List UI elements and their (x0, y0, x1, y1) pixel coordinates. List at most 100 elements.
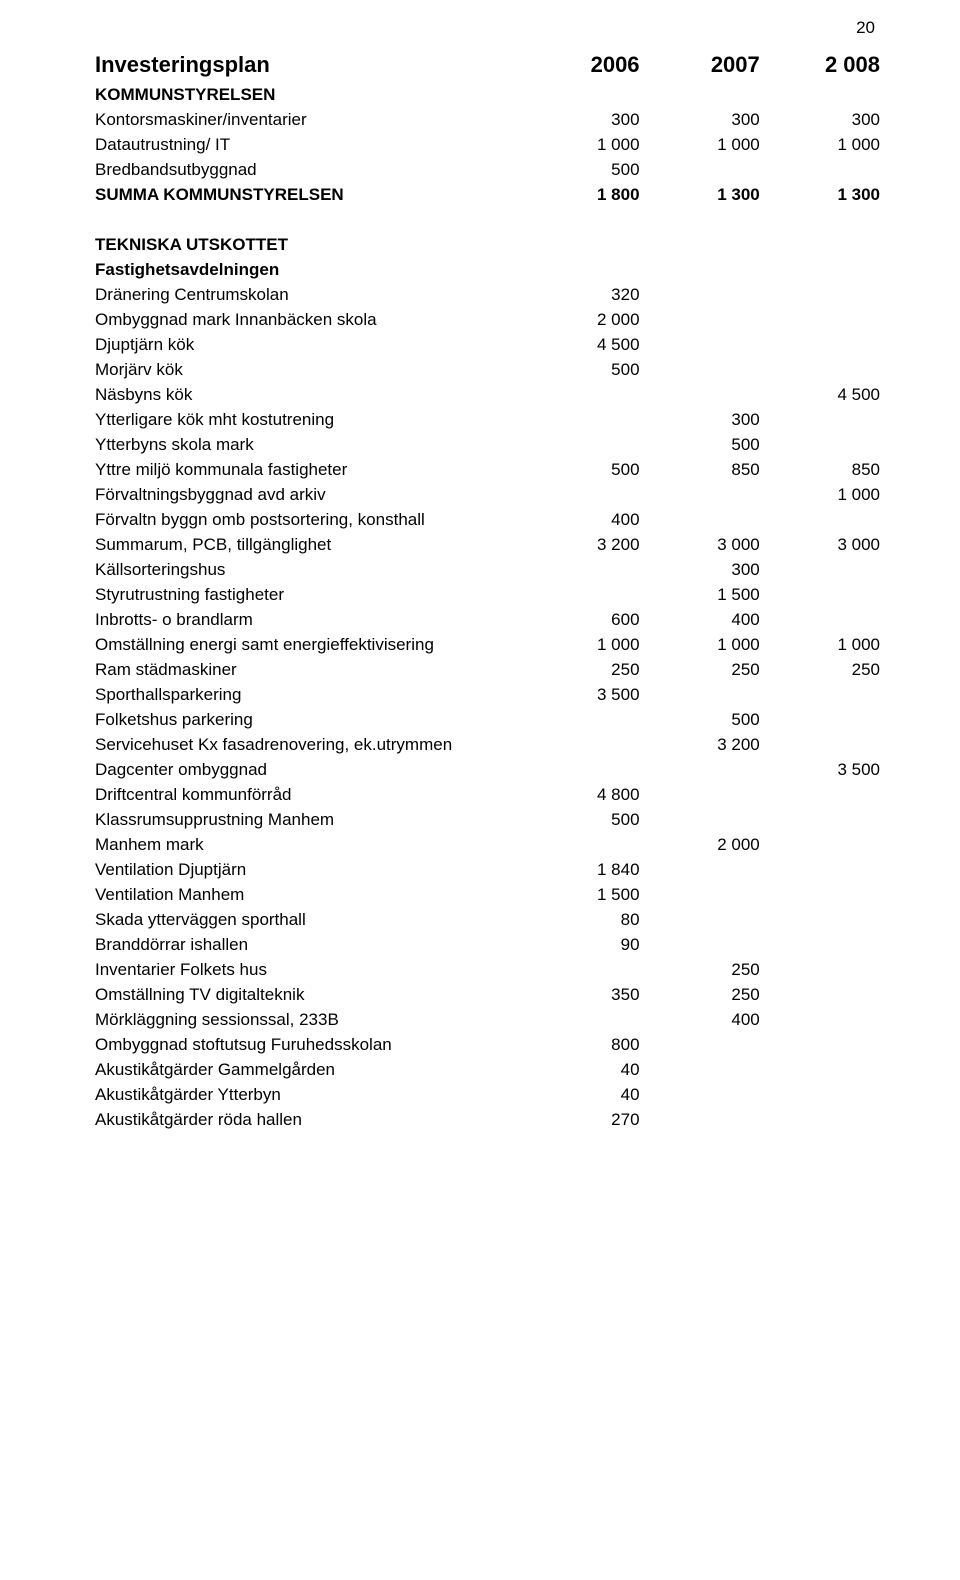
row-value: 250 (519, 657, 639, 682)
row-value (640, 257, 760, 282)
row-value: 800 (519, 1032, 639, 1057)
row-value (519, 757, 639, 782)
table-row: Kontorsmaskiner/inventarier300300300 (95, 107, 880, 132)
row-label: Förvaltningsbyggnad avd arkiv (95, 482, 519, 507)
table-row: Ventilation Manhem1 500 (95, 882, 880, 907)
row-value (519, 732, 639, 757)
table-row: Folketshus parkering500 (95, 707, 880, 732)
table-row: Fastighetsavdelningen (95, 257, 880, 282)
table-row: Servicehuset Kx fasadrenovering, ek.utry… (95, 732, 880, 757)
row-label: Kontorsmaskiner/inventarier (95, 107, 519, 132)
row-value (760, 507, 880, 532)
row-value: 300 (519, 107, 639, 132)
row-value: 850 (760, 457, 880, 482)
row-label: Folketshus parkering (95, 707, 519, 732)
row-value (760, 782, 880, 807)
row-value (760, 407, 880, 432)
row-label: Morjärv kök (95, 357, 519, 382)
table-row: Ombyggnad stoftutsug Furuhedsskolan800 (95, 1032, 880, 1057)
row-value (640, 357, 760, 382)
table-row: Förvaltn byggn omb postsortering, konsth… (95, 507, 880, 532)
row-label: Bredbandsutbyggnad (95, 157, 519, 182)
row-value (640, 232, 760, 257)
row-label: Näsbyns kök (95, 382, 519, 407)
row-value (519, 832, 639, 857)
row-label: Branddörrar ishallen (95, 932, 519, 957)
row-value (640, 1107, 760, 1132)
row-value: 270 (519, 1107, 639, 1132)
row-value (760, 582, 880, 607)
row-value (519, 382, 639, 407)
row-value: 300 (640, 407, 760, 432)
row-value: 2006 (519, 30, 639, 82)
row-value: 500 (519, 357, 639, 382)
row-value (760, 1082, 880, 1107)
table-row: Sporthallsparkering3 500 (95, 682, 880, 707)
row-value (760, 832, 880, 857)
row-label: Ombyggnad stoftutsug Furuhedsskolan (95, 1032, 519, 1057)
row-value: 1 000 (760, 632, 880, 657)
row-value: 500 (519, 157, 639, 182)
row-value (640, 782, 760, 807)
row-label: SUMMA KOMMUNSTYRELSEN (95, 182, 519, 207)
row-value: 1 000 (760, 482, 880, 507)
table-row: Yttre miljö kommunala fastigheter5008508… (95, 457, 880, 482)
table-row: Branddörrar ishallen90 (95, 932, 880, 957)
row-value: 1 500 (640, 582, 760, 607)
row-value: 250 (760, 657, 880, 682)
row-label: Ytterligare kök mht kostutrening (95, 407, 519, 432)
row-label: Fastighetsavdelningen (95, 257, 519, 282)
row-label: Akustikåtgärder Gammelgården (95, 1057, 519, 1082)
table-row: Akustikåtgärder röda hallen270 (95, 1107, 880, 1132)
page-number: 20 (856, 18, 875, 38)
row-label: Styrutrustning fastigheter (95, 582, 519, 607)
row-value (760, 732, 880, 757)
row-value (519, 407, 639, 432)
row-value (760, 907, 880, 932)
row-value (760, 1057, 880, 1082)
table-row: Inbrotts- o brandlarm600400 (95, 607, 880, 632)
row-value (519, 232, 639, 257)
table-body: Investeringsplan200620072 008KOMMUNSTYRE… (95, 30, 880, 1132)
table-row: Klassrumsupprustning Manhem500 (95, 807, 880, 832)
row-label: Klassrumsupprustning Manhem (95, 807, 519, 832)
row-value: 3 200 (519, 532, 639, 557)
row-value (640, 857, 760, 882)
row-value: 500 (519, 457, 639, 482)
row-label: Inventarier Folkets hus (95, 957, 519, 982)
row-value: 2007 (640, 30, 760, 82)
row-label: Dränering Centrumskolan (95, 282, 519, 307)
row-label: Källsorteringshus (95, 557, 519, 582)
row-value (519, 582, 639, 607)
row-value: 3 200 (640, 732, 760, 757)
row-value: 400 (519, 507, 639, 532)
row-value (760, 307, 880, 332)
row-value (640, 682, 760, 707)
row-value: 300 (640, 557, 760, 582)
row-label: Akustikåtgärder röda hallen (95, 1107, 519, 1132)
table-row: Investeringsplan200620072 008 (95, 30, 880, 82)
row-value (760, 982, 880, 1007)
row-label: Ventilation Djuptjärn (95, 857, 519, 882)
row-label: Yttre miljö kommunala fastigheter (95, 457, 519, 482)
row-value: 3 500 (519, 682, 639, 707)
row-label: Dagcenter ombyggnad (95, 757, 519, 782)
table-row: Akustikåtgärder Gammelgården40 (95, 1057, 880, 1082)
table-row: Styrutrustning fastigheter 1 500 (95, 582, 880, 607)
row-value (760, 557, 880, 582)
table-row (95, 207, 880, 232)
row-value (640, 157, 760, 182)
row-value (519, 1007, 639, 1032)
table-row: Morjärv kök500 (95, 357, 880, 382)
row-value: 300 (760, 107, 880, 132)
table-row: Summarum, PCB, tillgänglighet3 2003 0003… (95, 532, 880, 557)
row-value: 500 (640, 432, 760, 457)
row-value (640, 1032, 760, 1057)
row-label: Sporthallsparkering (95, 682, 519, 707)
row-value (760, 682, 880, 707)
row-value: 2 000 (519, 307, 639, 332)
row-value: 3 500 (760, 757, 880, 782)
row-value (640, 907, 760, 932)
row-label: Omställning energi samt energieffektivis… (95, 632, 519, 657)
row-value (760, 232, 880, 257)
